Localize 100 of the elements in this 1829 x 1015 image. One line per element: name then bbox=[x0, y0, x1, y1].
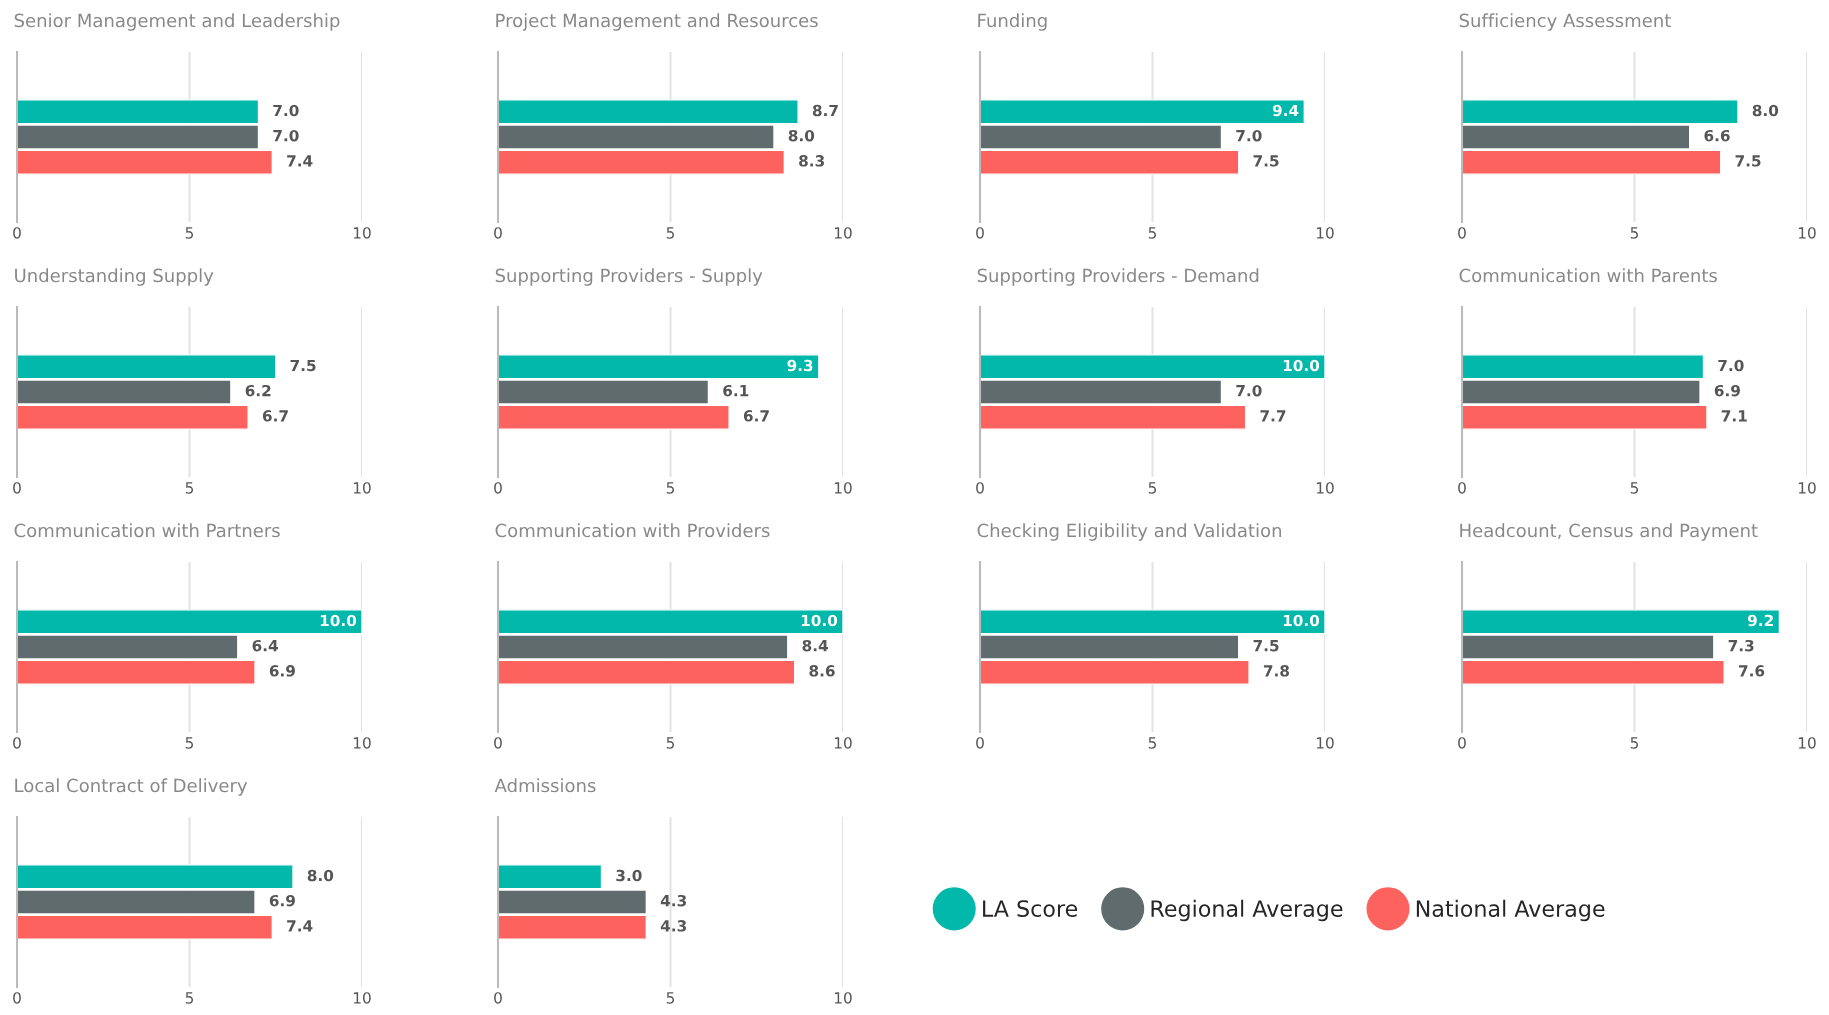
x-tick-label: 10 bbox=[1798, 227, 1816, 239]
x-tick-label: 10 bbox=[834, 482, 852, 494]
legend-label: National Average bbox=[1416, 899, 1605, 922]
chart-title: Communication with Partners bbox=[14, 523, 280, 538]
data-label: 8.7 bbox=[812, 104, 838, 117]
x-tick-label: 5 bbox=[185, 737, 194, 749]
x-tick-label: 5 bbox=[666, 482, 675, 494]
x-tick-label: 10 bbox=[353, 482, 371, 494]
data-label: 7.1 bbox=[1721, 410, 1747, 422]
x-tick-label: 10 bbox=[353, 227, 371, 239]
data-label: 6.7 bbox=[262, 410, 288, 422]
x-tick-label: 5 bbox=[666, 737, 675, 749]
x-tick-label: 10 bbox=[834, 227, 852, 239]
data-label: 8.0 bbox=[788, 129, 815, 142]
x-tick-label: 10 bbox=[1798, 482, 1816, 494]
x-tick-label: 0 bbox=[1458, 227, 1466, 239]
data-label: 6.7 bbox=[743, 410, 769, 422]
chart-title: Admissions bbox=[494, 778, 596, 793]
data-label: 6.2 bbox=[245, 384, 271, 397]
data-label: 7.5 bbox=[1253, 640, 1279, 652]
data-label: 4.3 bbox=[660, 920, 686, 932]
x-tick-label: 0 bbox=[13, 992, 21, 1004]
x-tick-label: 10 bbox=[1316, 227, 1334, 239]
data-label: 7.5 bbox=[290, 359, 316, 372]
chart-title: Funding bbox=[978, 13, 1047, 31]
chart-title: Understanding Supply bbox=[15, 268, 214, 286]
x-tick-label: 5 bbox=[1630, 482, 1639, 494]
x-tick-label: 0 bbox=[494, 737, 502, 749]
data-label: 7.4 bbox=[287, 155, 313, 167]
x-tick-label: 0 bbox=[494, 482, 502, 494]
data-label: 7.5 bbox=[1253, 155, 1279, 167]
legend-label: LA Score bbox=[983, 900, 1078, 917]
data-label: 7.0 bbox=[1236, 129, 1262, 142]
x-tick-label: 0 bbox=[1458, 737, 1466, 749]
data-label: 7.8 bbox=[1263, 665, 1290, 677]
x-tick-label: 0 bbox=[13, 227, 21, 239]
x-tick-label: 5 bbox=[1630, 737, 1639, 749]
x-tick-label: 5 bbox=[1148, 482, 1157, 494]
chart-title: Headcount, Census and Payment bbox=[1460, 523, 1758, 541]
x-tick-label: 10 bbox=[1316, 482, 1334, 494]
data-label: 6.9 bbox=[269, 894, 295, 907]
data-label: 6.9 bbox=[1714, 384, 1740, 397]
x-tick-label: 0 bbox=[13, 482, 21, 494]
x-tick-label: 5 bbox=[185, 992, 194, 1004]
x-tick-label: 0 bbox=[976, 482, 984, 494]
data-label: 7.6 bbox=[1739, 665, 1765, 677]
data-label: 8.4 bbox=[802, 639, 828, 652]
data-label: 4.3 bbox=[660, 894, 686, 907]
data-label: 9.3 bbox=[787, 359, 813, 372]
x-tick-label: 5 bbox=[1630, 227, 1639, 239]
data-label: 6.6 bbox=[1704, 129, 1730, 142]
data-label: 6.9 bbox=[269, 665, 295, 677]
data-label: 7.0 bbox=[273, 129, 299, 142]
data-label: 10.0 bbox=[1283, 614, 1320, 627]
legend-label: Regional Average bbox=[1151, 899, 1343, 922]
data-label: 7.7 bbox=[1260, 410, 1286, 422]
data-label: 6.1 bbox=[723, 384, 749, 397]
data-label: 7.4 bbox=[287, 920, 313, 932]
chart-title: Supporting Providers - Supply bbox=[495, 268, 763, 286]
data-label: 10.0 bbox=[320, 614, 357, 627]
data-label: 9.2 bbox=[1747, 614, 1773, 627]
chart-title: Sufficiency Assessment bbox=[1459, 13, 1671, 31]
x-tick-label: 0 bbox=[494, 992, 502, 1004]
chart-title: Supporting Providers - Demand bbox=[977, 268, 1259, 286]
data-label: 8.0 bbox=[1752, 104, 1779, 117]
x-tick-label: 5 bbox=[666, 992, 675, 1004]
x-tick-label: 5 bbox=[666, 227, 675, 239]
data-label: 7.0 bbox=[1236, 384, 1262, 397]
chart-title: Project Management and Resources bbox=[496, 13, 818, 31]
x-tick-label: 10 bbox=[1316, 737, 1334, 749]
data-label: 9.4 bbox=[1272, 104, 1299, 117]
x-tick-label: 0 bbox=[976, 737, 984, 749]
x-tick-label: 0 bbox=[13, 737, 21, 749]
data-label: 8.3 bbox=[799, 155, 824, 167]
data-label: 7.3 bbox=[1728, 639, 1754, 652]
x-tick-label: 5 bbox=[1148, 227, 1157, 239]
chart-title: Communication with Parents bbox=[1459, 268, 1717, 283]
data-label: 8.6 bbox=[809, 665, 835, 677]
data-label: 6.4 bbox=[252, 639, 278, 652]
x-tick-label: 5 bbox=[185, 482, 194, 494]
x-tick-label: 0 bbox=[976, 227, 984, 239]
x-tick-label: 10 bbox=[834, 737, 852, 749]
x-tick-label: 0 bbox=[1458, 482, 1466, 494]
x-tick-label: 5 bbox=[1148, 737, 1157, 749]
data-label: 10.0 bbox=[1283, 359, 1320, 372]
data-label: 7.0 bbox=[273, 104, 299, 117]
data-label: 7.5 bbox=[1735, 155, 1761, 167]
data-label: 7.0 bbox=[1718, 359, 1744, 372]
x-tick-label: 0 bbox=[494, 227, 502, 239]
x-tick-label: 10 bbox=[1798, 737, 1816, 749]
chart-title: Checking Eligibility and Validation bbox=[977, 523, 1282, 541]
x-tick-label: 10 bbox=[834, 992, 852, 1004]
chart-title: Communication with Providers bbox=[495, 523, 770, 538]
x-tick-label: 5 bbox=[185, 227, 194, 239]
x-tick-label: 10 bbox=[353, 737, 371, 749]
chart-title: Senior Management and Leadership bbox=[14, 13, 340, 31]
chart-title: Local Contract of Delivery bbox=[15, 778, 248, 796]
x-tick-label: 10 bbox=[353, 992, 371, 1004]
data-label: 10.0 bbox=[801, 614, 838, 627]
data-label: 8.0 bbox=[307, 869, 334, 882]
